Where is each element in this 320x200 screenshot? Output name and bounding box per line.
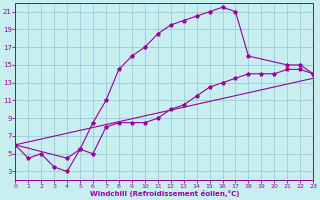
X-axis label: Windchill (Refroidissement éolien,°C): Windchill (Refroidissement éolien,°C) [90,190,239,197]
